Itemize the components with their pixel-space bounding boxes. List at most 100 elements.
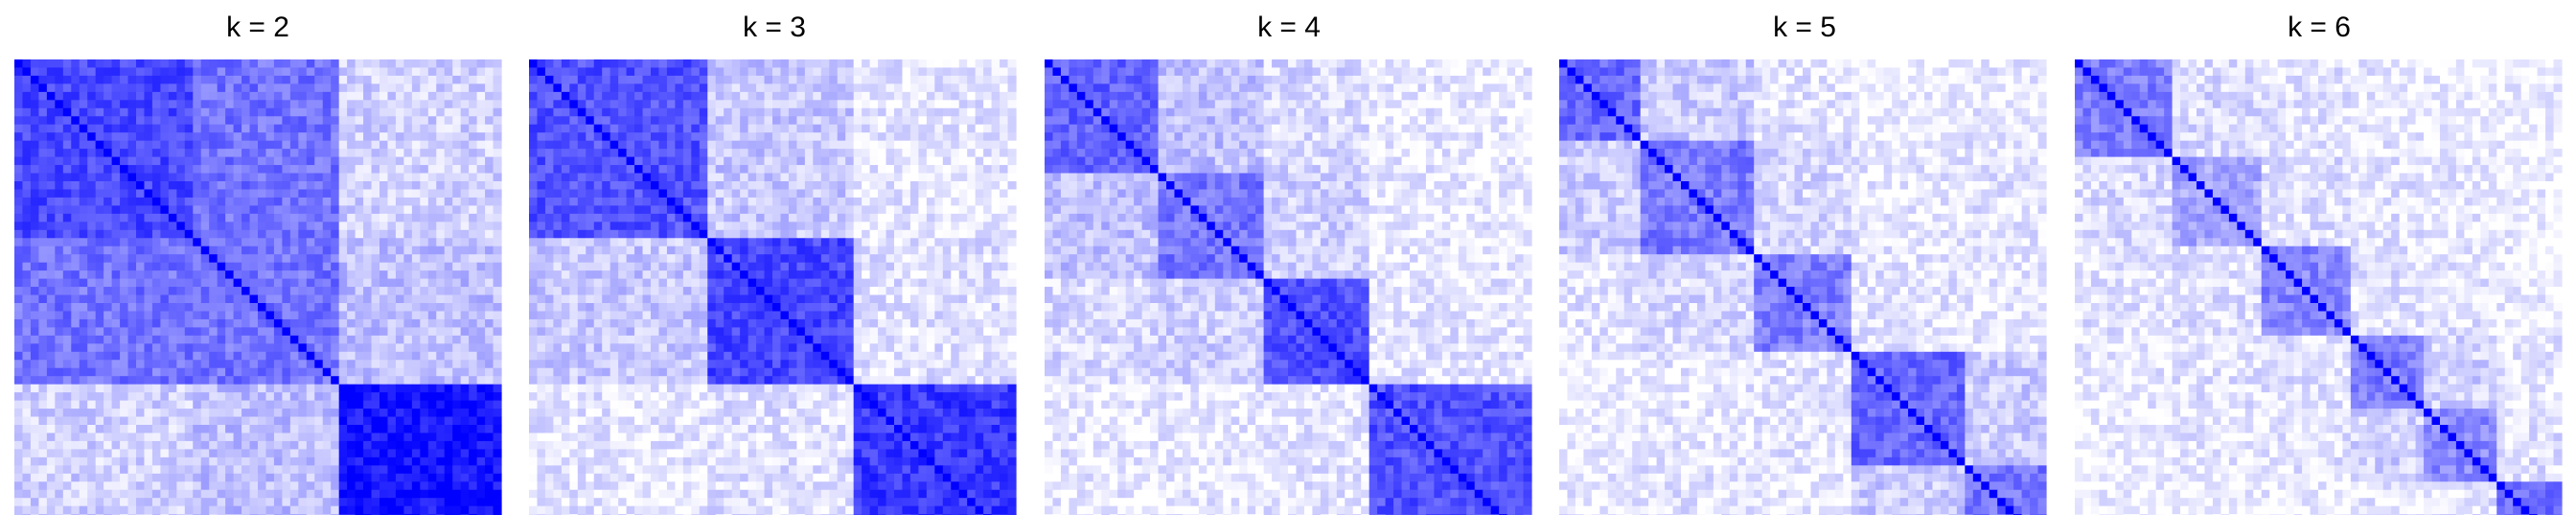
heatmap-cell: [485, 149, 494, 157]
heatmap-cell: [323, 270, 332, 279]
heatmap-cell: [258, 279, 266, 288]
heatmap-cell: [96, 189, 104, 198]
heatmap-cell: [716, 230, 724, 239]
heatmap-cell: [796, 83, 805, 92]
heatmap-cell: [1008, 76, 1017, 84]
heatmap-cell: [428, 263, 437, 271]
heatmap-cell: [339, 327, 348, 336]
heatmap-cell: [63, 327, 72, 336]
heatmap-cell: [675, 100, 683, 108]
heatmap-cell: [112, 149, 121, 157]
heatmap-cell: [331, 214, 339, 222]
heatmap-cell: [96, 311, 104, 319]
heatmap-cell: [436, 83, 445, 92]
heatmap-cell: [445, 100, 453, 108]
heatmap-cell: [120, 149, 128, 157]
heatmap-cell: [732, 92, 741, 101]
heatmap-cell: [87, 181, 96, 190]
heatmap-cell: [250, 360, 259, 368]
heatmap-cell: [951, 149, 959, 157]
heatmap-cell: [1008, 67, 1017, 76]
heatmap-cell: [387, 295, 396, 304]
heatmap-cell: [96, 498, 104, 506]
heatmap-cell: [967, 141, 976, 150]
heatmap-cell: [789, 189, 797, 198]
heatmap-cells-k3: [529, 59, 1017, 515]
heatmap-cell: [700, 165, 708, 174]
heatmap-cell: [201, 141, 210, 150]
heatmap-cell: [307, 205, 315, 214]
heatmap-cell: [339, 490, 348, 499]
heatmap-cell: [634, 83, 643, 92]
heatmap-cell: [14, 254, 23, 263]
heatmap-cell: [380, 205, 388, 214]
heatmap-cell: [225, 474, 234, 482]
heatmap-cell: [63, 409, 72, 417]
heatmap-cell: [553, 189, 562, 198]
heatmap-cell: [445, 174, 453, 182]
heatmap-cell: [193, 506, 201, 515]
heatmap-cell: [38, 59, 47, 68]
heatmap-cell: [537, 132, 545, 141]
heatmap-cell: [485, 303, 494, 312]
heatmap-cell: [356, 425, 364, 433]
heatmap-cell: [22, 76, 31, 84]
heatmap-cell: [716, 76, 724, 84]
heatmap-cell: [234, 67, 242, 76]
heatmap-cell: [87, 474, 96, 482]
heatmap-cell: [258, 116, 266, 125]
heatmap-cell: [772, 59, 781, 68]
heatmap-cell: [201, 490, 210, 499]
heatmap-cell: [47, 481, 56, 490]
heatmap-cell: [428, 83, 437, 92]
heatmap-cell: [96, 360, 104, 368]
heatmap-cell: [976, 205, 984, 214]
heatmap-cell: [144, 401, 152, 410]
heatmap-cell: [169, 295, 177, 304]
heatmap-cell: [63, 205, 72, 214]
heatmap-cell: [201, 457, 210, 466]
heatmap-cell: [282, 157, 290, 166]
heatmap-cell: [234, 303, 242, 312]
heatmap-cell: [185, 214, 194, 222]
heatmap-cell: [265, 457, 274, 466]
heatmap-cell: [627, 230, 635, 239]
heatmap-cell: [169, 319, 177, 328]
heatmap-cell: [104, 490, 112, 499]
heatmap-cell: [756, 67, 765, 76]
heatmap-cell: [477, 238, 486, 246]
heatmap-cell: [331, 336, 339, 344]
heatmap-cell: [380, 238, 388, 246]
heatmap-cell: [298, 449, 307, 457]
heatmap-cell: [144, 287, 152, 295]
heatmap-cell: [569, 205, 578, 214]
heatmap-cell: [412, 222, 421, 230]
heatmap-cell: [347, 368, 356, 377]
heatmap-cell: [485, 474, 494, 482]
heatmap-cell: [185, 67, 194, 76]
heatmap-cell: [420, 343, 428, 352]
heatmap-cell: [71, 270, 80, 279]
heatmap-cell: [477, 116, 486, 125]
heatmap-cell: [31, 149, 39, 157]
heatmap-cell: [380, 343, 388, 352]
heatmap-cell: [242, 409, 250, 417]
heatmap-cell: [96, 433, 104, 441]
heatmap-cell: [274, 417, 283, 426]
heatmap-cell: [265, 100, 274, 108]
heatmap-cell: [428, 132, 437, 141]
heatmap-cell: [436, 198, 445, 206]
heatmap-cell: [160, 303, 169, 312]
heatmap-cell: [176, 174, 185, 182]
heatmap-cell: [436, 417, 445, 426]
heatmap-cell: [55, 417, 63, 426]
heatmap-cell: [651, 174, 659, 182]
heatmap-cell: [959, 92, 968, 101]
heatmap-cell: [862, 214, 870, 222]
heatmap-cell: [209, 222, 218, 230]
heatmap-cell: [356, 270, 364, 279]
heatmap-cell: [193, 425, 201, 433]
heatmap-cell: [104, 246, 112, 255]
heatmap-cell: [323, 295, 332, 304]
heatmap-cell: [31, 287, 39, 295]
